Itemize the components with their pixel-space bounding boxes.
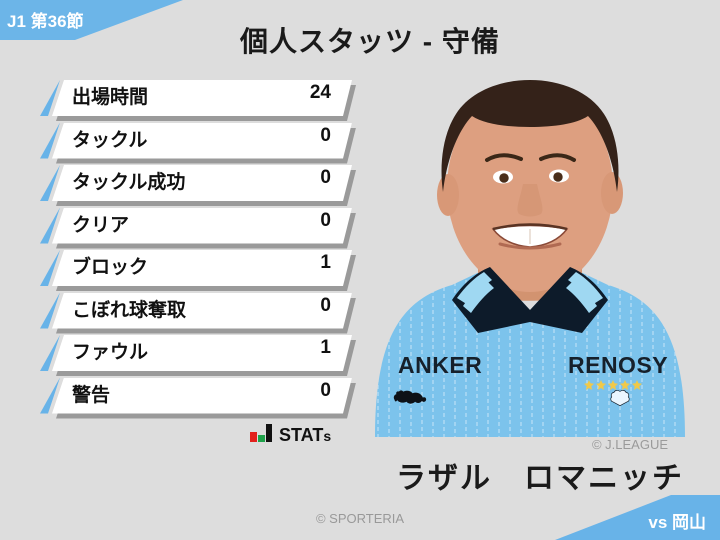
svg-text:RENOSY: RENOSY [568,352,668,378]
svg-text:ANKER: ANKER [398,352,482,378]
